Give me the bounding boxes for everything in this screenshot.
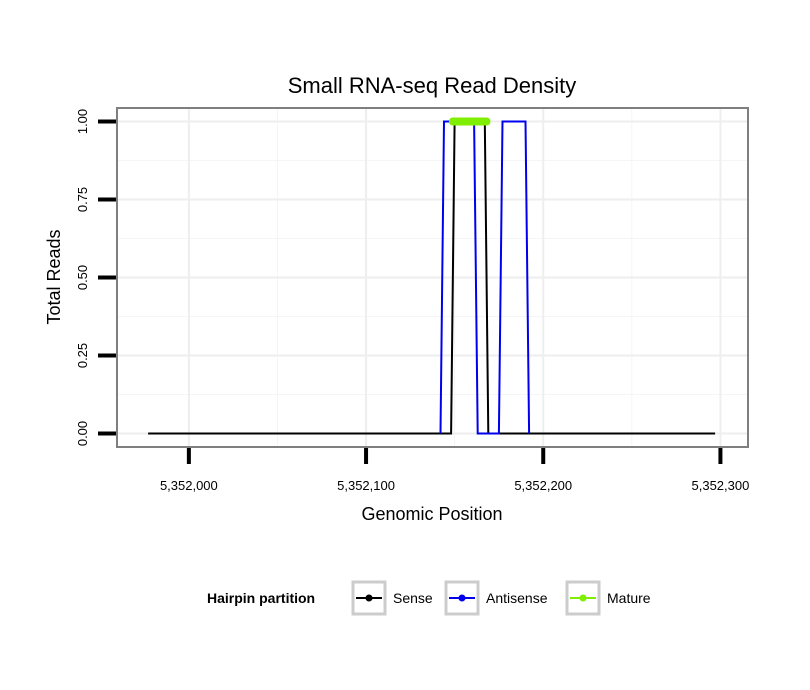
series-layer [148,117,716,435]
legend-label: Antisense [486,590,548,606]
legend-label: Sense [393,590,433,606]
chart-title: Small RNA-seq Read Density [288,73,577,98]
y-tick-label: 1.00 [75,109,90,134]
grid-lines [118,109,747,446]
legend-key-point [579,594,587,602]
legend-item-sense: Sense [351,580,433,616]
x-tick-label: 5,352,000 [160,478,218,493]
legend-label: Mature [607,590,651,606]
legend-title: Hairpin partition [207,590,315,606]
y-tick-label: 0.50 [75,265,90,290]
y-tick-label: 0.25 [75,343,90,368]
plot-panel-border [116,107,749,448]
axes: 5,352,000 5,352,100 5,352,200 5,352,300 0.00… [75,109,749,493]
legend-key-point [458,594,466,602]
x-tick-label: 5,352,300 [692,478,750,493]
legend-key-point [365,594,373,602]
legend-key-box [565,580,601,616]
y-tick-label: 0.00 [75,421,90,446]
legend: Hairpin partition Sense Antisense Mature [207,580,651,616]
x-tick-label: 5,352,100 [337,478,395,493]
y-axis-title: Total Reads [44,229,64,324]
x-tick-label: 5,352,200 [514,478,572,493]
x-axis-title: Genomic Position [361,504,502,524]
legend-item-antisense: Antisense [444,580,548,616]
y-tick-label: 0.75 [75,187,90,212]
legend-item-mature: Mature [565,580,651,616]
